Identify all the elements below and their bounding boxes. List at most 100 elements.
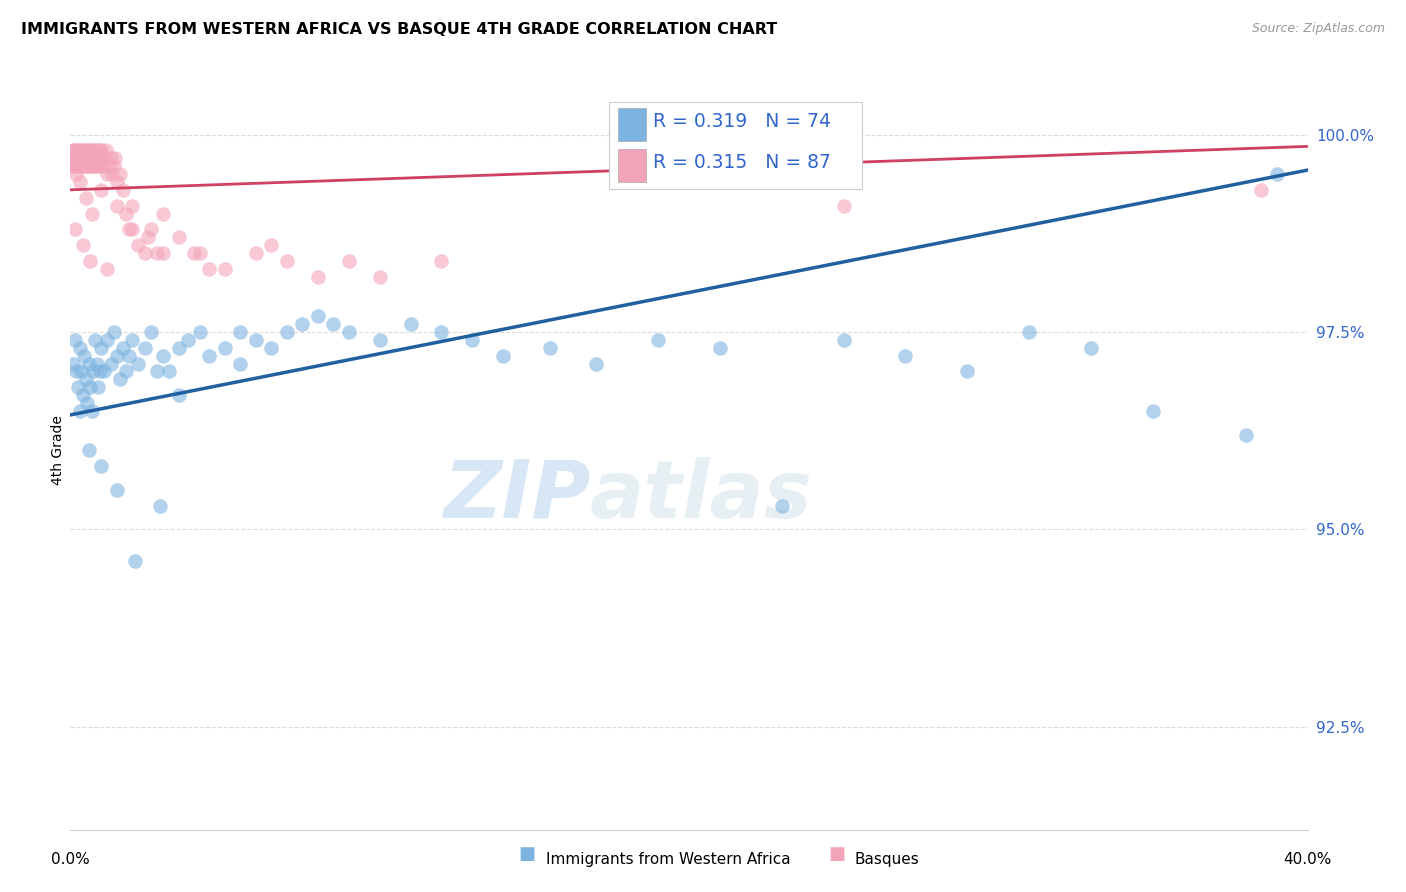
Point <box>149 499 172 513</box>
Text: R = 0.315   N = 87: R = 0.315 N = 87 <box>652 153 831 172</box>
Point <box>115 206 138 220</box>
Point <box>167 341 190 355</box>
Point <box>93 364 115 378</box>
Point <box>80 206 103 220</box>
Point <box>79 159 101 173</box>
Point <box>647 333 669 347</box>
Point <box>105 483 128 497</box>
Point <box>100 151 122 165</box>
Point <box>90 183 112 197</box>
Point <box>461 333 484 347</box>
Point <box>63 151 86 165</box>
Point <box>111 183 134 197</box>
Point <box>101 167 124 181</box>
Point <box>399 317 422 331</box>
Point <box>62 159 84 173</box>
Point <box>103 159 125 173</box>
Point <box>77 357 100 371</box>
Point <box>183 246 205 260</box>
Point <box>75 159 97 173</box>
Point <box>67 159 90 173</box>
Point <box>105 175 128 189</box>
Point <box>709 341 731 355</box>
Text: 40.0%: 40.0% <box>1284 852 1331 867</box>
Point <box>73 349 96 363</box>
Point <box>229 357 252 371</box>
Text: Immigrants from Western Africa: Immigrants from Western Africa <box>546 852 790 867</box>
Point <box>79 380 101 394</box>
Point <box>72 388 94 402</box>
Point <box>84 159 107 173</box>
Point <box>63 144 86 158</box>
Point <box>69 341 91 355</box>
Point <box>177 333 200 347</box>
Point <box>214 261 236 276</box>
FancyBboxPatch shape <box>619 149 645 182</box>
Point <box>115 364 138 378</box>
Point <box>894 349 917 363</box>
Point <box>91 159 114 173</box>
Point <box>118 222 141 236</box>
Text: R = 0.319   N = 74: R = 0.319 N = 74 <box>652 112 831 131</box>
Point <box>65 364 87 378</box>
Point <box>75 191 97 205</box>
Point <box>98 159 120 173</box>
Point <box>134 246 156 260</box>
Point <box>86 144 108 158</box>
Point <box>70 364 93 378</box>
Point <box>1080 341 1102 355</box>
Point <box>80 144 103 158</box>
Point <box>245 333 267 347</box>
Point <box>87 380 110 394</box>
Point <box>146 246 169 260</box>
Point <box>188 325 211 339</box>
Point <box>276 253 298 268</box>
Point <box>121 333 143 347</box>
Point <box>90 341 112 355</box>
Point <box>86 159 108 173</box>
Point <box>108 167 131 181</box>
Text: IMMIGRANTS FROM WESTERN AFRICA VS BASQUE 4TH GRADE CORRELATION CHART: IMMIGRANTS FROM WESTERN AFRICA VS BASQUE… <box>21 22 778 37</box>
Point <box>65 144 87 158</box>
Point <box>87 144 110 158</box>
Point <box>139 222 162 236</box>
Point <box>83 144 105 158</box>
Point <box>832 199 855 213</box>
Y-axis label: 4th Grade: 4th Grade <box>51 416 65 485</box>
Text: Basques: Basques <box>855 852 920 867</box>
Point <box>82 364 105 378</box>
Point <box>214 341 236 355</box>
Point <box>77 159 100 173</box>
Text: 0.0%: 0.0% <box>51 852 90 867</box>
Point <box>124 554 146 568</box>
Point <box>770 499 793 513</box>
Point <box>90 144 112 158</box>
Point <box>65 167 87 181</box>
Point <box>82 151 105 165</box>
Point <box>1265 167 1288 181</box>
Point <box>65 159 87 173</box>
Point <box>337 253 360 268</box>
Point <box>82 159 104 173</box>
Point <box>72 144 94 158</box>
Point <box>538 341 561 355</box>
Point <box>104 151 127 165</box>
Point <box>146 364 169 378</box>
Point <box>96 261 118 276</box>
Point <box>1250 183 1272 197</box>
Point <box>100 357 122 371</box>
Point <box>70 159 93 173</box>
Point <box>108 372 131 386</box>
Point <box>1018 325 1040 339</box>
Point <box>198 349 221 363</box>
FancyBboxPatch shape <box>609 102 862 189</box>
Point <box>152 349 174 363</box>
Point <box>157 364 180 378</box>
Point <box>89 159 111 173</box>
Point <box>62 144 84 158</box>
Point <box>956 364 979 378</box>
Point <box>79 253 101 268</box>
Point <box>103 325 125 339</box>
Point <box>121 199 143 213</box>
Point <box>69 404 91 418</box>
